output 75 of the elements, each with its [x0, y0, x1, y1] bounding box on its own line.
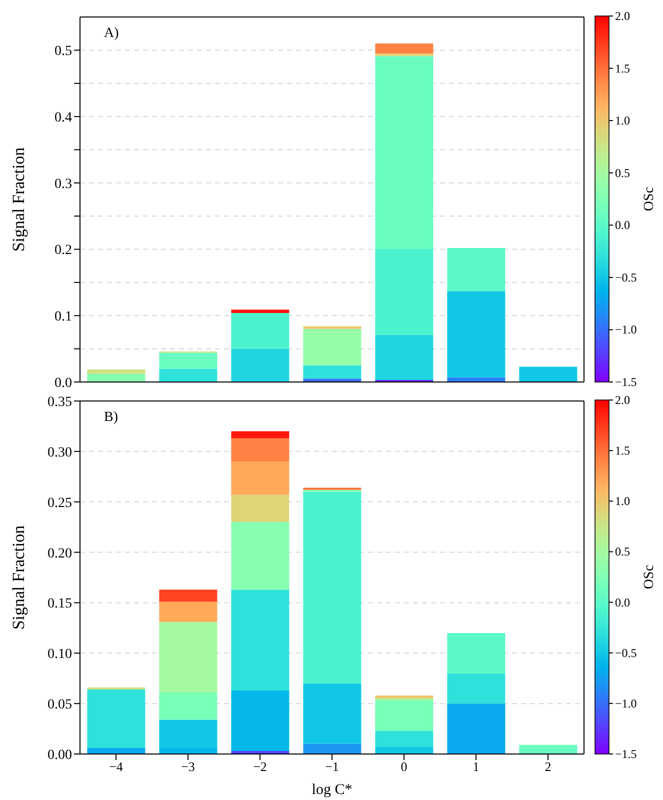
color-bar-label: 0.5	[615, 544, 630, 559]
bar	[231, 494, 290, 522]
x-tick-label: 0	[400, 759, 408, 774]
y-tick-label: 0.05	[48, 698, 72, 713]
y-tick-label: 0.15	[48, 596, 72, 612]
bar	[303, 326, 362, 329]
color-bar-title: OSc	[642, 186, 657, 212]
color-bar-label: 0.5	[615, 166, 630, 180]
color-bar-label: 1.5	[615, 444, 630, 458]
bar	[231, 438, 290, 462]
y-tick-label: 0.30	[48, 445, 72, 460]
color-bar-label: 1.0	[615, 494, 630, 508]
bar	[159, 590, 218, 602]
bar	[159, 748, 218, 754]
x-tick-label: −4	[109, 759, 124, 774]
color-bar-label: −0.5	[615, 270, 637, 284]
bar	[303, 328, 362, 366]
bar	[87, 748, 146, 754]
y-tick-label: 0.3	[54, 176, 72, 192]
y-tick-label: 0.0	[54, 376, 72, 391]
bar	[447, 248, 506, 292]
y-tick-label: 0.5	[54, 44, 72, 60]
bar	[375, 696, 434, 699]
x-tick-label: −2	[253, 759, 267, 774]
y-tick-label: 0.2	[54, 243, 72, 258]
bar	[303, 683, 362, 744]
x-tick-label: −1	[325, 759, 339, 774]
color-bar-label: 0.0	[615, 218, 630, 232]
bar	[375, 44, 434, 54]
bar	[447, 632, 506, 674]
bar	[375, 700, 434, 731]
color-bar-title: OSc	[642, 564, 657, 590]
bar	[159, 622, 218, 692]
bar	[303, 492, 362, 684]
bar	[159, 692, 218, 720]
bar	[375, 746, 434, 754]
bar	[231, 522, 290, 590]
y-axis-title: Signal Fraction	[9, 524, 28, 630]
bar	[231, 310, 290, 313]
y-tick-label: 0.10	[48, 647, 72, 662]
bar	[375, 730, 434, 747]
y-tick-label: 0.20	[48, 546, 72, 562]
color-bar-label: 2.0	[615, 9, 630, 23]
color-bar-label: 1.0	[615, 114, 630, 128]
color-bar-label: 1.5	[615, 61, 630, 76]
bar	[519, 744, 578, 754]
color-bar-label: −1.5	[615, 375, 637, 389]
x-tick-label: 2	[544, 759, 552, 774]
bar	[375, 54, 434, 56]
color-bar-label: 0.0	[615, 595, 630, 610]
y-axis-title: Signal Fraction	[9, 146, 28, 252]
color-bar-label: −1.0	[615, 322, 637, 337]
y-tick-label: 0.35	[48, 394, 72, 410]
bar	[303, 744, 362, 754]
x-axis-title: log C*	[312, 782, 352, 798]
bar	[231, 690, 290, 751]
x-tick-label: 1	[472, 759, 480, 774]
bar	[447, 704, 506, 754]
color-bar-label: −1.5	[615, 747, 637, 761]
y-tick-label: 0.1	[54, 310, 72, 325]
annotation: B)	[104, 410, 118, 426]
bar	[87, 374, 146, 382]
y-tick-label: 0.25	[48, 496, 72, 511]
bar	[231, 431, 290, 438]
bar	[303, 378, 362, 382]
bar	[447, 673, 506, 704]
color-bar-label: 2.0	[615, 393, 630, 407]
x-tick-label: −3	[181, 759, 195, 774]
color-bar-label: −0.5	[615, 646, 637, 660]
color-bar-label: −1.0	[615, 696, 637, 710]
annotation: A)	[104, 26, 119, 42]
y-tick-label: 0.00	[48, 748, 72, 763]
y-tick-label: 0.4	[54, 110, 72, 126]
bar	[87, 689, 146, 748]
bar	[159, 720, 218, 748]
